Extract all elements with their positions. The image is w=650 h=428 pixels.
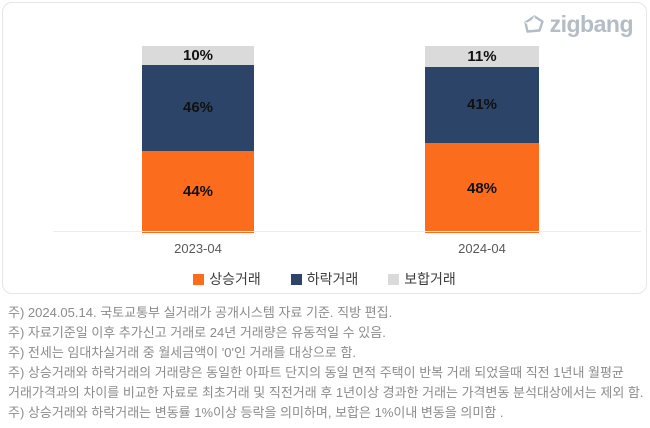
legend-item-상승거래: 상승거래	[193, 269, 261, 289]
zigbang-logo: zigbang	[521, 11, 634, 38]
legend-swatch-icon	[388, 273, 400, 285]
zigbang-logo-text: zigbang	[549, 11, 634, 37]
legend-item-하락거래: 하락거래	[290, 269, 359, 289]
footnotes: 주) 2024.05.14. 국토교통부 실거래가 공개시스템 자료 기준. 직…	[8, 303, 648, 423]
chart-legend: 상승거래 하락거래 보합거래	[3, 269, 646, 289]
bar-2023-04: 44% 46% 10%	[142, 46, 254, 233]
x-axis-line	[53, 231, 641, 232]
bar-segment-value-label: 11%	[467, 47, 497, 65]
bar-segment-value-label: 10%	[182, 46, 214, 64]
footnote-line: 주) 자료기준일 이후 추가신고 거래로 24년 거래량은 유동적일 수 있음.	[8, 325, 386, 340]
footnote-line: 주) 전세는 임대차실거래 중 월세금액이 '0'인 거래를 대상으로 함.	[8, 345, 357, 360]
bar-segment-value-label: 44%	[182, 183, 214, 201]
legend-swatch-icon	[290, 273, 302, 285]
bar-segment-하락거래: 41%	[425, 66, 539, 144]
chart-card: zigbang 44% 46% 10% 48% 41% 11% 2023-04 2024…	[2, 2, 647, 294]
bar-segment-value-label: 48%	[466, 179, 498, 197]
bar-segment-value-label: 41%	[466, 96, 498, 114]
bar-segment-value-label: 46%	[182, 99, 214, 117]
bar-segment-상승거래: 44%	[142, 150, 254, 233]
footnote-line: 주) 상승거래와 하락거래는 변동률 1%이상 등락을 의미하며, 보합은 1%…	[8, 405, 504, 420]
bar-segment-상승거래: 48%	[425, 143, 539, 233]
footnote-line: 주) 상승거래와 하락거래의 거래량은 동일한 아파트 단지의 동일 면적 주택…	[8, 365, 624, 380]
legend-swatch-icon	[193, 273, 205, 285]
footnote-line: 거래가격과의 차이를 비교한 자료로 최초거래 및 직전거래 후 1년이상 경과…	[8, 385, 644, 400]
x-axis-label-2023-04: 2023-04	[174, 241, 222, 256]
legend-label: 하락거래	[306, 271, 359, 287]
zigbang-gem-icon	[523, 14, 544, 33]
bar-2024-04: 48% 41% 11%	[425, 46, 539, 233]
bar-segment-하락거래: 46%	[142, 64, 254, 151]
legend-item-보합거래: 보합거래	[388, 269, 456, 289]
legend-label: 상승거래	[209, 271, 261, 287]
bar-segment-보합거래: 11%	[425, 46, 539, 67]
bar-segment-보합거래: 10%	[142, 46, 254, 65]
legend-label: 보합거래	[404, 271, 456, 287]
x-axis-label-2024-04: 2024-04	[458, 241, 506, 256]
footnote-line: 주) 2024.05.14. 국토교통부 실거래가 공개시스템 자료 기준. 직…	[8, 305, 393, 320]
